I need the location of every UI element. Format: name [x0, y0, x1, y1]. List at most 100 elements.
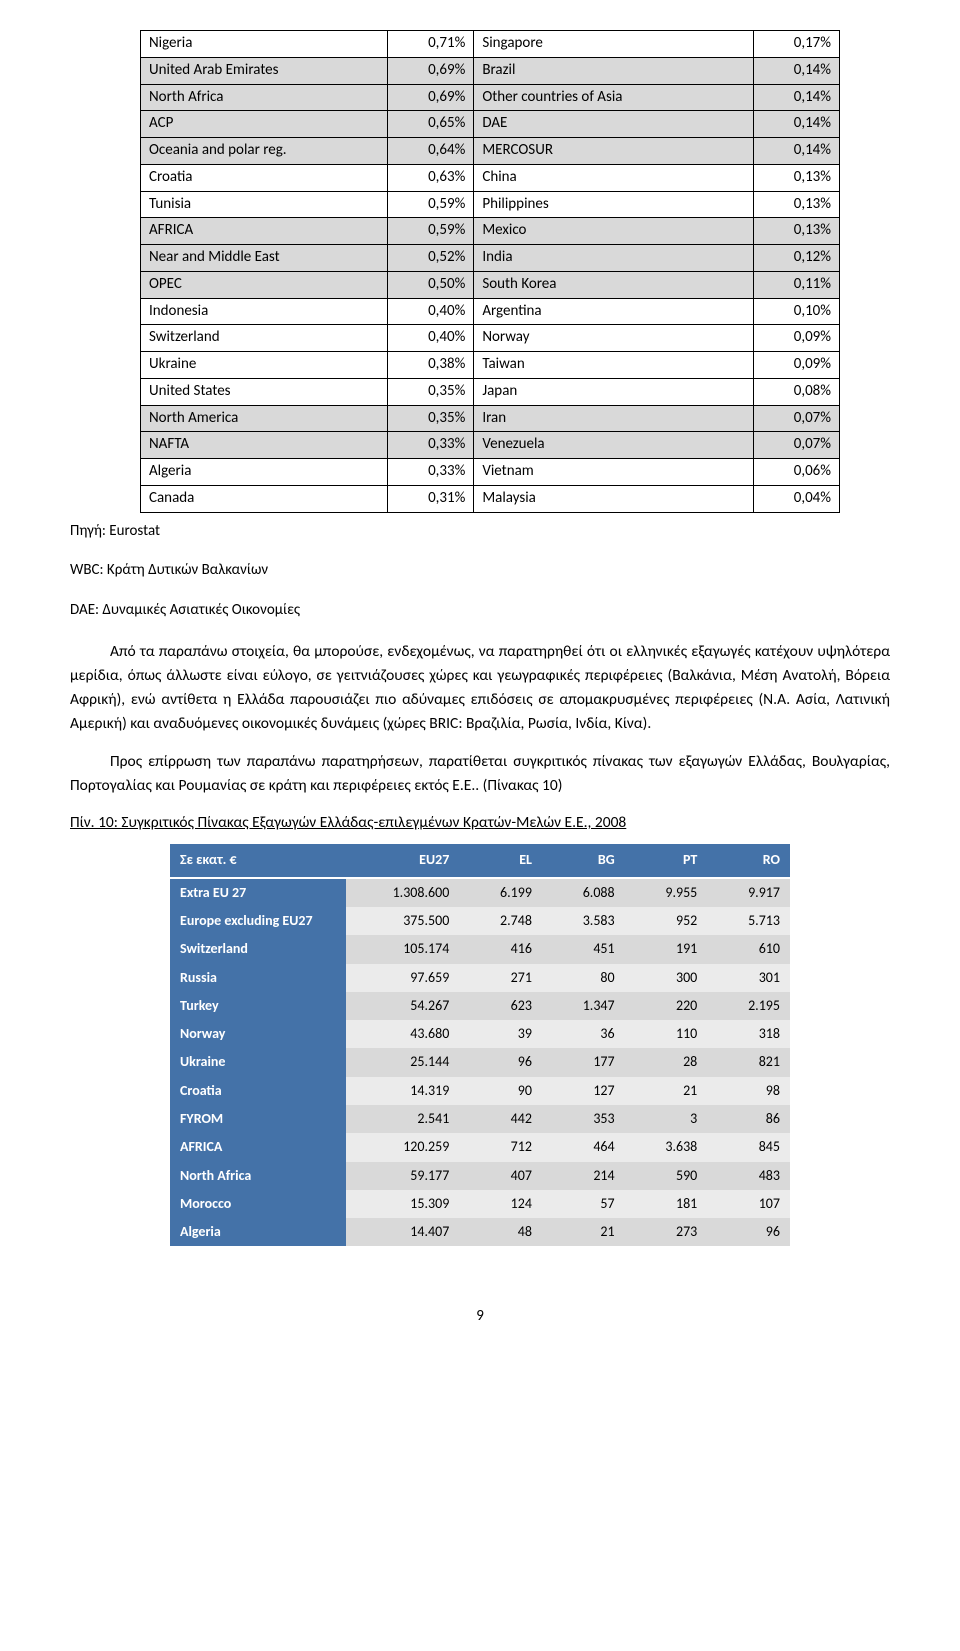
cell: 0,64% [388, 138, 474, 165]
page-number: 9 [70, 1306, 890, 1328]
cell: 712 [459, 1133, 542, 1161]
table-row: NAFTA0,33%Venezuela0,07% [141, 432, 840, 459]
row-label: Russia [170, 964, 346, 992]
cell: 28 [625, 1048, 708, 1076]
cell: 105.174 [346, 935, 460, 963]
cell: 0,06% [753, 459, 839, 486]
cell: 0,13% [753, 191, 839, 218]
table-row: OPEC0,50%South Korea0,11% [141, 271, 840, 298]
table-row: Russia97.65927180300301 [170, 964, 790, 992]
row-label: Switzerland [170, 935, 346, 963]
cell: 623 [459, 992, 542, 1020]
cell: 0,33% [388, 432, 474, 459]
cell: 0,13% [753, 218, 839, 245]
cell: 0,14% [753, 111, 839, 138]
cell: 0,08% [753, 378, 839, 405]
dae-note: DAE: Δυναμικές Ασιατικές Οικονομίες [70, 600, 890, 622]
cell: 6.199 [459, 878, 542, 907]
table-row: Algeria0,33%Vietnam0,06% [141, 459, 840, 486]
cell: 0,65% [388, 111, 474, 138]
cell: 39 [459, 1020, 542, 1048]
table-row: Croatia14.319901272198 [170, 1077, 790, 1105]
table-row: North America0,35%Iran0,07% [141, 405, 840, 432]
column-header: RO [707, 844, 790, 877]
table-row: AFRICA120.2597124643.638845 [170, 1133, 790, 1161]
cell: 416 [459, 935, 542, 963]
cell: NAFTA [141, 432, 388, 459]
table-row: Nigeria0,71%Singapore0,17% [141, 31, 840, 58]
cell: 220 [625, 992, 708, 1020]
table-row: Europe excluding EU27375.5002.7483.58395… [170, 907, 790, 935]
cell: 0,35% [388, 405, 474, 432]
cell: Philippines [474, 191, 754, 218]
table-row: Near and Middle East0,52%India0,12% [141, 245, 840, 272]
table-row: Algeria14.407482127396 [170, 1218, 790, 1246]
cell: Taiwan [474, 352, 754, 379]
cell: 0,10% [753, 298, 839, 325]
cell: 845 [707, 1133, 790, 1161]
cell: 3.583 [542, 907, 625, 935]
cell: 0,09% [753, 325, 839, 352]
cell: 36 [542, 1020, 625, 1048]
table-row: Oceania and polar reg.0,64%MERCOSUR0,14% [141, 138, 840, 165]
table-row: Ukraine25.1449617728821 [170, 1048, 790, 1076]
cell: 110 [625, 1020, 708, 1048]
cell: 0,38% [388, 352, 474, 379]
table-row: Tunisia0,59%Philippines0,13% [141, 191, 840, 218]
cell: 2.541 [346, 1105, 460, 1133]
cell: OPEC [141, 271, 388, 298]
table-row: Turkey54.2676231.3472202.195 [170, 992, 790, 1020]
cell: 0,14% [753, 57, 839, 84]
comparison-table: Σε εκατ. €EU27ELBGPTROExtra EU 271.308.6… [170, 844, 790, 1246]
cell: AFRICA [141, 218, 388, 245]
table-row: United States0,35%Japan0,08% [141, 378, 840, 405]
column-header: EL [459, 844, 542, 877]
cell: 0,14% [753, 138, 839, 165]
table-row: Morocco15.30912457181107 [170, 1190, 790, 1218]
cell: 0,12% [753, 245, 839, 272]
cell: Mexico [474, 218, 754, 245]
cell: 375.500 [346, 907, 460, 935]
cell: 0,14% [753, 84, 839, 111]
cell: 120.259 [346, 1133, 460, 1161]
table-row: North Africa59.177407214590483 [170, 1162, 790, 1190]
cell: 214 [542, 1162, 625, 1190]
row-label: Ukraine [170, 1048, 346, 1076]
cell: 451 [542, 935, 625, 963]
cell: 0,50% [388, 271, 474, 298]
cell: MERCOSUR [474, 138, 754, 165]
cell: 3.638 [625, 1133, 708, 1161]
cell: 442 [459, 1105, 542, 1133]
cell: 353 [542, 1105, 625, 1133]
cell: 0,31% [388, 485, 474, 512]
cell: 54.267 [346, 992, 460, 1020]
cell: 0,09% [753, 352, 839, 379]
cell: 0,59% [388, 191, 474, 218]
table-row: Norway43.6803936110318 [170, 1020, 790, 1048]
table-header-row: Σε εκατ. €EU27ELBGPTRO [170, 844, 790, 877]
cell: 483 [707, 1162, 790, 1190]
wbc-note: WBC: Κράτη Δυτικών Βαλκανίων [70, 560, 890, 582]
cell: 96 [459, 1048, 542, 1076]
cell: North America [141, 405, 388, 432]
cell: Iran [474, 405, 754, 432]
row-label: FYROM [170, 1105, 346, 1133]
cell: United States [141, 378, 388, 405]
table-row: Ukraine0,38%Taiwan0,09% [141, 352, 840, 379]
cell: 0,11% [753, 271, 839, 298]
cell: 48 [459, 1218, 542, 1246]
cell: 86 [707, 1105, 790, 1133]
cell: 177 [542, 1048, 625, 1076]
cell: 9.917 [707, 878, 790, 907]
cell: 43.680 [346, 1020, 460, 1048]
table-row: North Africa0,69%Other countries of Asia… [141, 84, 840, 111]
table-row: AFRICA0,59%Mexico0,13% [141, 218, 840, 245]
cell: Singapore [474, 31, 754, 58]
cell: Near and Middle East [141, 245, 388, 272]
cell: Norway [474, 325, 754, 352]
cell: 59.177 [346, 1162, 460, 1190]
cell: Nigeria [141, 31, 388, 58]
cell: 952 [625, 907, 708, 935]
column-header: PT [625, 844, 708, 877]
cell: 21 [542, 1218, 625, 1246]
